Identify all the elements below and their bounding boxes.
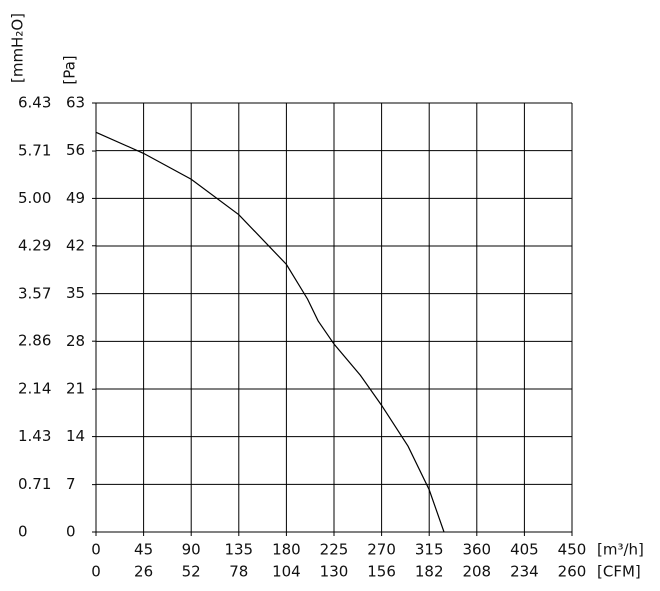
y-tick-label: 49 — [66, 189, 85, 207]
x-axis-label: [m³/h] — [597, 541, 644, 559]
x-tick-label: 90 — [182, 541, 201, 559]
y-tick-label: 14 — [66, 427, 85, 445]
x-tick-label: 270 — [367, 541, 396, 559]
y2-tick-label: 1.43 — [18, 427, 51, 445]
y-tick-label: 35 — [66, 284, 85, 302]
x-tick-label: 135 — [224, 541, 253, 559]
y2-tick-label: 6.43 — [18, 94, 51, 112]
x-tick-label: 0 — [91, 541, 101, 559]
y-axis-label: [Pa] — [61, 55, 79, 84]
x2-tick-label: 52 — [182, 563, 201, 581]
x2-tick-label: 26 — [134, 563, 153, 581]
x-tick-label: 450 — [558, 541, 587, 559]
y2-tick-label: 2.14 — [18, 380, 51, 398]
x2-tick-label: 182 — [415, 563, 444, 581]
x-tick-label: 180 — [272, 541, 301, 559]
y2-tick-label: 2.86 — [18, 332, 51, 350]
y-tick-label: 7 — [66, 475, 76, 493]
x-tick-label: 405 — [510, 541, 539, 559]
y2-tick-label: 4.29 — [18, 236, 51, 254]
x2-tick-label: 260 — [558, 563, 587, 581]
y-tick-label: 56 — [66, 141, 85, 159]
y2-axis-label: [mmH₂O] — [9, 13, 27, 83]
y-tick-label: 28 — [66, 332, 85, 350]
y2-tick-label: 5.71 — [18, 142, 51, 160]
x2-tick-label: 234 — [510, 563, 539, 581]
y-tick-label: 0 — [66, 523, 76, 541]
y2-tick-label: 0.71 — [18, 475, 51, 493]
y2-tick-label: 0 — [18, 523, 28, 541]
y-tick-label: 21 — [66, 380, 85, 398]
x2-tick-label: 130 — [320, 563, 349, 581]
x2-tick-label: 208 — [462, 563, 491, 581]
x2-tick-label: 0 — [91, 563, 101, 581]
y-tick-label: 63 — [66, 94, 85, 112]
curve — [95, 131, 445, 533]
x-tick-label: 315 — [415, 541, 444, 559]
y2-tick-label: 5.00 — [18, 189, 51, 207]
x2-tick-label: 104 — [272, 563, 301, 581]
x2-axis-label: [CFM] — [597, 563, 641, 581]
x2-tick-label: 78 — [229, 563, 248, 581]
x-tick-label: 225 — [320, 541, 349, 559]
x-tick-label: 45 — [134, 541, 153, 559]
x2-tick-label: 156 — [367, 563, 396, 581]
y-tick-label: 42 — [66, 237, 85, 255]
x-tick-label: 360 — [462, 541, 491, 559]
y2-tick-label: 3.57 — [18, 284, 51, 302]
